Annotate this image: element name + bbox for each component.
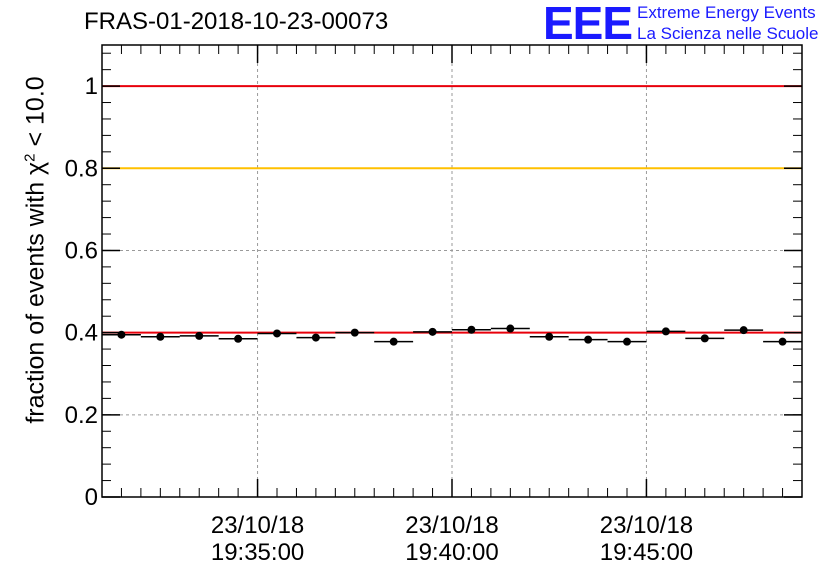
data-point: [778, 337, 787, 346]
data-point: [700, 334, 709, 343]
data-point: [389, 337, 398, 346]
data-point: [350, 328, 359, 337]
data-point: [156, 332, 165, 341]
x-tick-label-time: 19:40:00: [405, 539, 498, 566]
logo-text-line-2: La Scienza nelle Scuole: [637, 24, 819, 43]
data-point: [739, 326, 748, 335]
y-tick-label: 0.2: [65, 402, 98, 429]
y-tick-label: 1: [85, 73, 98, 100]
x-tick-label-date: 23/10/18: [211, 512, 304, 539]
data-point: [661, 327, 670, 336]
data-point: [234, 334, 243, 343]
data-point: [117, 330, 126, 339]
data-point: [195, 331, 204, 340]
data-point: [467, 325, 476, 334]
x-tick-label-time: 19:45:00: [600, 539, 693, 566]
data-point: [506, 324, 515, 333]
data-point: [545, 332, 554, 341]
y-tick-label: 0.4: [65, 320, 98, 347]
data-point: [623, 337, 631, 346]
data-point: [428, 327, 437, 336]
y-tick-label: 0: [85, 484, 98, 511]
x-tick-label-time: 19:35:00: [211, 539, 304, 566]
eee-logo: EEE: [543, 0, 633, 49]
logo-text-line-1: Extreme Energy Events: [637, 3, 816, 22]
y-tick-label: 0.8: [65, 155, 98, 182]
data-point: [273, 329, 281, 338]
data-point: [311, 333, 320, 342]
x-tick-label-date: 23/10/18: [405, 512, 498, 539]
data-point: [584, 335, 593, 344]
y-tick-label: 0.6: [65, 237, 98, 264]
x-tick-label-date: 23/10/18: [600, 512, 693, 539]
chart-title: FRAS-01-2018-10-23-00073: [84, 8, 389, 35]
